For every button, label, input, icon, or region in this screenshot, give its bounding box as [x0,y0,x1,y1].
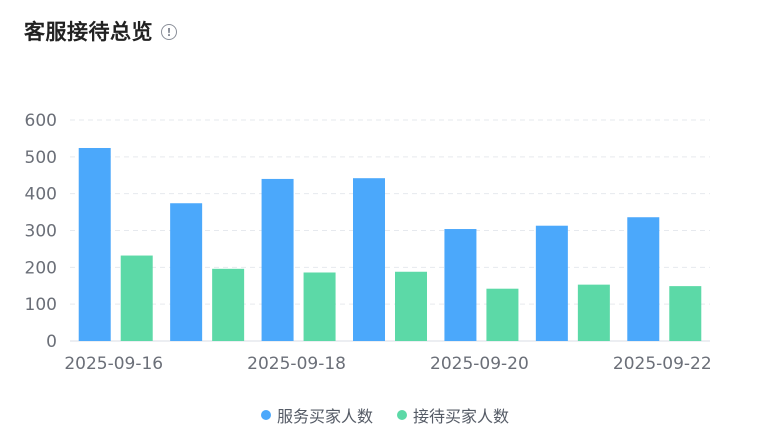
legend-dot-series-1 [260,410,271,420]
y-tick-label: 0 [46,332,57,352]
bar-series-1-2025-09-18 [261,178,294,341]
x-tick-label: 2025-09-16 [64,354,163,374]
chart-header: 客服接待总览 ! [24,16,177,46]
bar-series-1-2025-09-17 [170,203,203,341]
bar-series-1-2025-09-16 [78,147,111,341]
y-tick-label: 600 [25,111,57,131]
legend-item-series-1[interactable]: 服务买家人数 [260,403,373,427]
bar-series-2-2025-09-22 [669,286,702,341]
x-tick-label: 2025-09-22 [613,354,712,374]
y-tick-label: 100 [25,295,57,315]
y-tick-label: 400 [25,185,57,205]
legend-label-series-1: 服务买家人数 [276,407,373,426]
bar-series-1-2025-09-22 [627,217,660,341]
bar-series-2-2025-09-18 [303,272,336,341]
y-tick-label: 300 [25,222,57,242]
legend-label-series-2: 接待买家人数 [413,407,510,426]
legend-dot-series-2 [397,410,407,420]
bar-series-2-2025-09-20 [486,288,519,341]
chart-legend: 服务买家人数 接待买家人数 [0,403,770,427]
y-tick-label: 500 [25,148,57,168]
x-tick-label: 2025-09-20 [430,354,529,374]
bar-series-1-2025-09-21 [535,225,568,341]
bar-series-2-2025-09-21 [577,284,610,341]
x-tick-label: 2025-09-18 [247,354,346,374]
legend-item-series-2[interactable]: 接待买家人数 [397,403,509,427]
bar-series-1-2025-09-19 [353,178,385,341]
bar-chart: 0 100 200 300 400 500 600 2025-09-16 2025-09-18 2… [25,111,712,374]
bar-series-2-2025-09-16 [120,255,153,341]
page-title: 客服接待总览 [24,20,153,44]
info-circle-icon[interactable]: ! [161,24,177,40]
bar-series-2-2025-09-19 [395,271,427,341]
bar-series-2-2025-09-17 [212,268,245,341]
bar-series-1-2025-09-20 [444,229,477,341]
y-tick-label: 200 [25,258,57,278]
